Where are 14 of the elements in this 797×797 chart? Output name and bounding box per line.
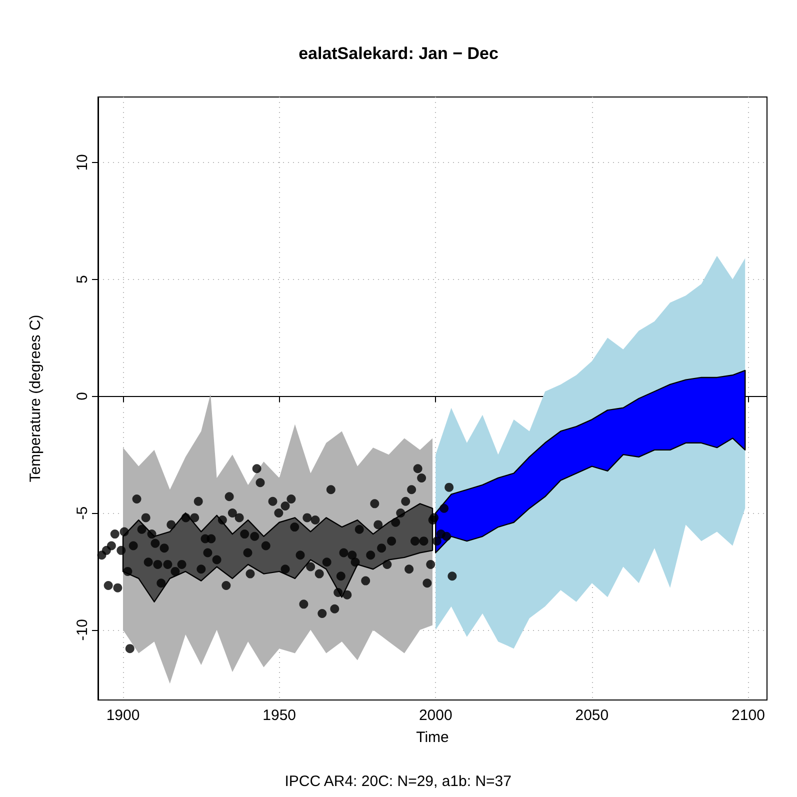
y-tick-label: 0	[74, 392, 91, 400]
text: IPCC AR4: 20C: N=29, a1b: N=37	[284, 773, 512, 790]
x-tick-label: 2000	[418, 707, 452, 724]
y-tick-label: 10	[74, 154, 91, 171]
x-tick-label: 1900	[106, 707, 140, 724]
y-tick-label: -10	[74, 619, 91, 641]
x-tick-label: 1950	[262, 707, 296, 724]
y-axis-title: Temperature (degrees C)	[27, 314, 44, 482]
x-tick-label: 2100	[732, 707, 765, 724]
y-tick-label: 5	[74, 275, 91, 284]
chart-title: ealatSalekard: Jan − Dec	[298, 44, 498, 63]
x-axis-title: Time	[416, 729, 449, 746]
y-tick-label: -5	[74, 506, 91, 520]
x-tick-label: 2050	[575, 707, 609, 724]
